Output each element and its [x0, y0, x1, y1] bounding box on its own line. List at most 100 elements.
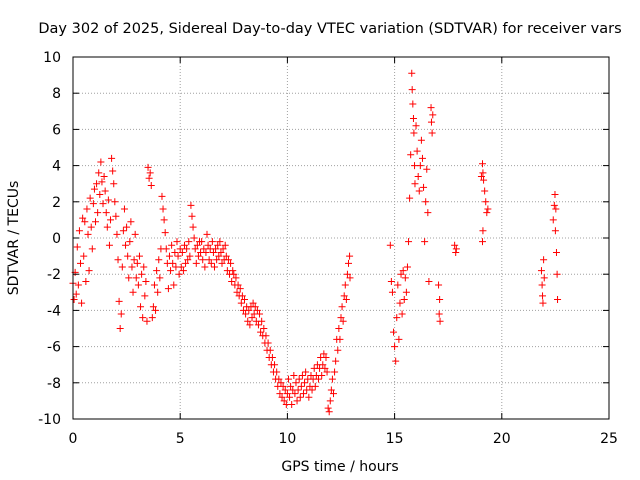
data-point — [242, 310, 250, 318]
data-point — [199, 256, 207, 264]
data-point — [193, 241, 201, 249]
data-point — [213, 256, 221, 264]
data-point — [169, 259, 177, 267]
data-point — [311, 382, 319, 390]
data-point — [296, 393, 304, 401]
data-point — [479, 238, 487, 246]
data-point — [77, 259, 85, 267]
data-point — [248, 314, 256, 322]
data-point — [153, 267, 161, 275]
y-axis-label: SDTVAR / TECUs — [6, 181, 22, 296]
data-point — [167, 267, 175, 275]
data-point — [116, 325, 124, 332]
data-point — [321, 364, 329, 372]
data-point — [137, 303, 145, 311]
data-point — [540, 274, 548, 282]
data-point — [284, 375, 292, 383]
data-point — [87, 223, 95, 231]
data-point — [479, 160, 487, 168]
data-point — [415, 187, 423, 195]
data-point — [283, 390, 291, 398]
data-point — [391, 343, 399, 351]
data-point — [82, 277, 90, 285]
data-point — [428, 129, 436, 137]
data-point — [208, 238, 216, 246]
data-point — [251, 303, 259, 311]
data-point — [176, 245, 184, 253]
data-point — [99, 200, 107, 208]
data-point — [222, 252, 230, 260]
data-point — [339, 317, 347, 325]
data-point — [539, 299, 547, 307]
data-point — [421, 238, 429, 246]
data-point — [141, 292, 149, 300]
data-point — [182, 259, 190, 267]
data-point — [134, 281, 142, 289]
data-point — [98, 178, 106, 186]
data-point — [217, 248, 225, 256]
data-point — [540, 256, 548, 264]
data-point — [423, 165, 431, 173]
data-point — [329, 390, 337, 398]
data-point — [219, 245, 227, 253]
data-point — [105, 241, 113, 249]
data-point — [156, 274, 164, 282]
data-point — [318, 372, 326, 380]
data-point — [277, 379, 285, 387]
data-point — [298, 372, 306, 380]
data-point — [138, 270, 146, 278]
data-point — [413, 147, 421, 155]
data-point — [73, 243, 81, 251]
data-point — [408, 86, 416, 94]
data-point — [338, 303, 346, 311]
data-point — [101, 187, 109, 195]
data-point — [340, 292, 348, 300]
data-point — [173, 238, 181, 246]
x-tick-label: 15 — [386, 431, 404, 447]
data-point — [551, 227, 559, 235]
data-point — [149, 303, 157, 311]
data-point — [538, 281, 546, 289]
data-point — [97, 158, 105, 166]
data-point — [177, 263, 185, 271]
data-point — [302, 368, 310, 376]
data-point — [280, 397, 288, 405]
data-point — [260, 325, 268, 332]
data-point — [552, 205, 560, 213]
data-point — [111, 198, 119, 206]
data-point — [144, 163, 152, 171]
data-point — [411, 180, 419, 188]
data-point — [125, 274, 133, 282]
data-point — [237, 299, 245, 307]
data-point — [482, 198, 490, 206]
data-point — [305, 393, 313, 401]
data-point — [435, 310, 443, 318]
data-point — [395, 335, 403, 343]
data-point — [85, 267, 93, 275]
x-tick-label: 10 — [278, 431, 296, 447]
data-point — [281, 386, 289, 394]
y-tick-label: 10 — [43, 50, 61, 66]
y-tick-label: -4 — [47, 303, 61, 319]
data-point — [148, 314, 156, 322]
data-point — [257, 328, 265, 336]
data-point — [190, 234, 198, 242]
data-point — [276, 390, 284, 398]
data-point — [409, 100, 417, 108]
data-point — [170, 281, 178, 289]
data-point — [408, 69, 416, 77]
data-point — [95, 169, 103, 177]
data-point — [132, 274, 140, 282]
data-point — [145, 174, 153, 182]
data-point — [346, 252, 354, 260]
data-point — [484, 205, 492, 213]
data-point — [393, 314, 401, 322]
data-point — [323, 368, 331, 376]
data-point — [159, 205, 167, 213]
data-point — [292, 379, 300, 387]
data-point — [279, 382, 287, 390]
data-point — [246, 321, 254, 329]
data-point — [245, 306, 253, 314]
data-point — [249, 299, 257, 307]
data-point — [427, 104, 435, 112]
